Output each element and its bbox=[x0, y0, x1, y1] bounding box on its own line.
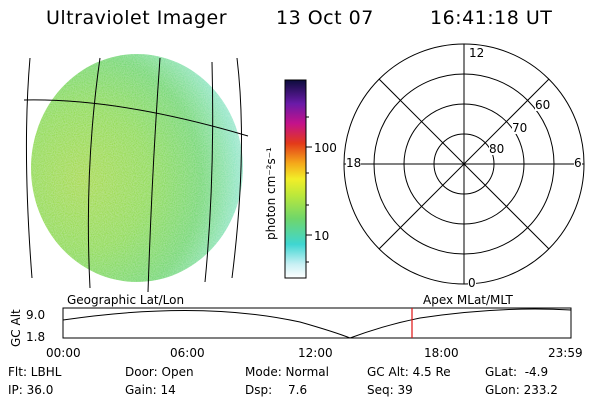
lat-label-80: 80 bbox=[489, 142, 505, 156]
time-tick-0000: 00:00 bbox=[46, 346, 81, 360]
geographic-grid bbox=[23, 57, 249, 293]
info-door: Door: Open bbox=[125, 365, 194, 379]
colorbar-gradient bbox=[284, 79, 307, 279]
app-title: Ultraviolet Imager bbox=[46, 7, 228, 29]
date-label: 13 Oct 07 bbox=[276, 7, 374, 29]
time-label: 16:41:18 UT bbox=[430, 7, 553, 29]
lat-label-60: 60 bbox=[535, 98, 551, 112]
colorbar-tick-10: 10 bbox=[314, 229, 330, 243]
mlt-label-0: 0 bbox=[468, 276, 476, 290]
lat-label-70: 70 bbox=[512, 121, 528, 135]
info-dsp-label: Dsp: bbox=[245, 383, 273, 397]
mlt-label-18: 18 bbox=[346, 156, 362, 170]
info-seq: Seq: 39 bbox=[367, 383, 413, 397]
time-tick-1200: 12:00 bbox=[298, 346, 333, 360]
info-mode: Mode: Normal bbox=[245, 365, 329, 379]
info-glat: GLat: -4.9 bbox=[485, 365, 549, 379]
geographic-caption: Geographic Lat/Lon bbox=[67, 293, 185, 307]
mlt-label-12: 12 bbox=[469, 46, 485, 60]
colorbar-tick-100: 100 bbox=[314, 141, 337, 155]
alt-tick-9: 9.0 bbox=[26, 308, 46, 322]
apex-caption: Apex MLat/MLT bbox=[423, 293, 513, 307]
info-flt: Flt: LBHL bbox=[8, 365, 62, 379]
time-tick-1800: 18:00 bbox=[424, 346, 459, 360]
info-gc-alt: GC Alt: 4.5 Re bbox=[367, 365, 451, 379]
altitude-curve bbox=[62, 308, 572, 339]
time-tick-2359: 23:59 bbox=[548, 346, 583, 360]
globe-disk bbox=[31, 54, 243, 282]
mlt-label-6: 6 bbox=[574, 156, 582, 170]
info-ip: IP: 36.0 bbox=[8, 383, 54, 397]
info-glon: GLon: 233.2 bbox=[485, 383, 558, 397]
altitude-frame bbox=[62, 307, 572, 339]
alt-tick-1-8: 1.8 bbox=[26, 330, 46, 344]
info-gain: Gain: 14 bbox=[125, 383, 176, 397]
info-dsp-value: 7.6 bbox=[288, 383, 308, 397]
time-tick-0600: 06:00 bbox=[170, 346, 205, 360]
